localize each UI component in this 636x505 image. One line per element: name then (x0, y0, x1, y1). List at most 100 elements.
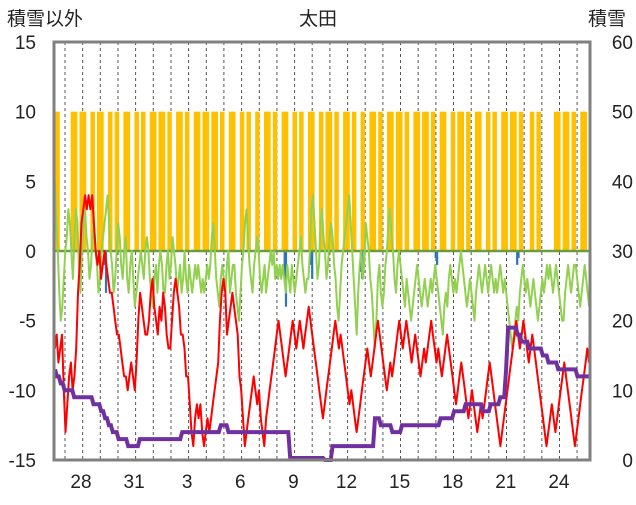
precipitation-bar (283, 251, 286, 279)
y-tick-right: 50 (612, 103, 633, 124)
temperature-line-green (53, 181, 591, 350)
sunshine-bar (404, 111, 410, 251)
sunshine-bar (272, 111, 278, 251)
y-tick-right: 0 (622, 451, 633, 472)
sunshine-bar (125, 111, 131, 251)
y-tick-left: -10 (9, 381, 36, 402)
y-tick-right: 60 (612, 33, 633, 54)
sunshine-bar (160, 111, 166, 251)
x-tick-label: 31 (124, 472, 145, 493)
sunshine-bar (108, 111, 113, 251)
y-tick-left: -15 (9, 451, 36, 472)
x-tick-label: 12 (336, 472, 357, 493)
sunshine-bar (415, 111, 421, 251)
sunshine-bar (167, 111, 172, 251)
precipitation-bar (311, 251, 314, 279)
x-tick-label: 21 (495, 472, 516, 493)
precipitation-bar (104, 251, 108, 293)
chart-title: 太田 (299, 8, 337, 30)
x-tick-label: 3 (182, 472, 193, 493)
sunshine-bar (81, 111, 87, 251)
sunshine-bar (327, 111, 333, 251)
sunshine-bar (503, 111, 508, 251)
sunshine-bar (360, 111, 366, 251)
sunshine-bar (99, 111, 104, 251)
sunshine-bar (299, 111, 304, 251)
sunshine-bar (450, 111, 456, 251)
sunshine-bar (55, 111, 60, 251)
sunshine-bar (518, 111, 524, 251)
sunshine-bar (220, 111, 225, 251)
sunshine-bar (582, 111, 587, 251)
y-tick-left: -5 (19, 312, 36, 333)
sunshine-bar (466, 111, 471, 251)
precipitation-bar (436, 251, 439, 265)
snow-depth-line (53, 325, 589, 462)
sunshine-bar (512, 111, 517, 251)
y-tick-left: 15 (15, 33, 36, 54)
precipitation-bar (434, 251, 437, 258)
sunshine-bar (204, 111, 210, 251)
sunshine-bar (441, 111, 447, 251)
y-tick-right: 10 (612, 381, 633, 402)
sunshine-bar (371, 111, 377, 251)
sunshine-bar (231, 111, 236, 251)
sunshine-bar (152, 111, 157, 251)
sunshine-bar (134, 111, 139, 251)
sunshine-bar (378, 111, 383, 251)
sunshine-bar (246, 111, 251, 251)
temperature-line-red (53, 194, 591, 448)
sunshine-bar (195, 111, 201, 251)
sunshine-bar (430, 111, 436, 251)
sunshine-bar (477, 111, 482, 251)
sunshine-bar (90, 111, 95, 251)
x-tick-label: 6 (235, 472, 246, 493)
y-tick-right: 20 (612, 312, 633, 333)
sunshine-bar (266, 111, 271, 251)
sunshine-bar (114, 111, 120, 251)
sunshine-bar (283, 111, 289, 251)
sunshine-bar (141, 111, 146, 251)
sunshine-bar (213, 111, 218, 251)
sunshine-bar (529, 111, 535, 251)
sunshine-bar (345, 111, 350, 251)
right-axis-label: 積雪 (588, 8, 626, 30)
sunshine-bar (178, 111, 183, 251)
sunshine-bar (72, 111, 78, 251)
sunshine-bar (239, 111, 245, 251)
sunshine-bar (255, 111, 260, 251)
y-tick-left: 5 (25, 172, 36, 193)
sunshine-bar (485, 111, 491, 251)
x-tick-label: 15 (389, 472, 410, 493)
sunshine-bar (556, 111, 561, 251)
sunshine-bar (424, 111, 429, 251)
y-tick-right: 40 (612, 172, 633, 193)
left-axis-label: 積雪以外 (7, 8, 83, 30)
sunshine-bar (334, 111, 339, 251)
sunshine-bar (564, 111, 570, 251)
sunshine-bar (292, 111, 297, 251)
sunshine-bar (184, 111, 190, 251)
x-tick-label: 24 (548, 472, 570, 493)
sunshine-bar (571, 111, 576, 251)
y-tick-left: 0 (25, 242, 36, 263)
sunshine-bar (310, 111, 315, 251)
x-tick-label: 9 (288, 472, 299, 493)
sunshine-bar (318, 111, 324, 251)
precipitation-bar (309, 251, 312, 265)
precipitation-bar (517, 251, 520, 258)
y-tick-right: 30 (612, 242, 633, 263)
y-tick-left: 10 (15, 103, 36, 124)
sunshine-bar (351, 111, 357, 251)
sunshine-bar (492, 111, 497, 251)
sunshine-bar (536, 111, 541, 251)
x-tick-label: 18 (442, 472, 463, 493)
sunshine-bar (398, 111, 403, 251)
precipitation-bar (516, 251, 519, 265)
sunshine-bar (459, 111, 464, 251)
sunshine-bar (389, 111, 394, 251)
plot-frame (52, 40, 592, 462)
